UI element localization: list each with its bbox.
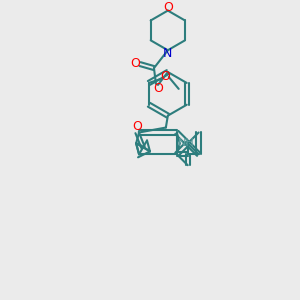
Text: O: O [132,120,142,133]
Text: O: O [153,82,163,95]
Text: N: N [163,47,172,60]
Text: O: O [163,1,173,14]
Text: O: O [130,57,140,70]
Text: O: O [160,70,170,83]
Text: NH: NH [178,138,195,148]
